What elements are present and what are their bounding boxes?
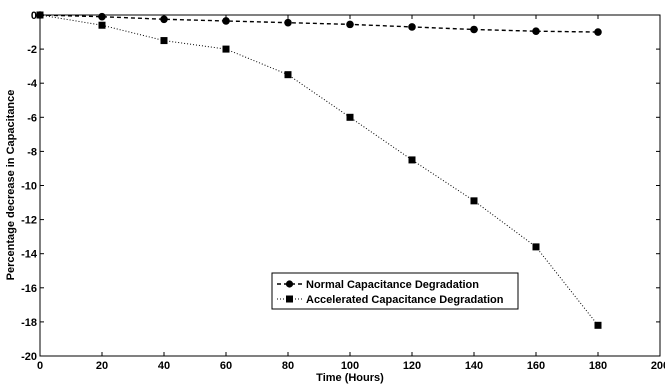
y-tick-label: -2 [27,44,37,56]
y-tick-label: -8 [27,146,37,158]
y-axis: 0 -2 -4 -6 -8 -10 -12 -14 -16 -18 -20 [21,10,660,363]
x-tick-label: 60 [220,360,232,372]
data-point [594,28,602,36]
legend-marker-normal [285,280,294,288]
y-tick-label: -12 [21,215,37,227]
legend-label-normal: Normal Capacitance Degradation [306,279,479,291]
y-tick-label: 0 [31,10,37,22]
data-point [36,11,44,19]
x-tick-label: 80 [282,360,294,372]
y-tick-label: -10 [21,181,37,193]
series-line-0 [39,14,599,33]
y-tick-label: -16 [21,283,37,295]
data-point [160,37,168,45]
x-tick-label: 100 [341,360,359,372]
legend-box [271,272,519,310]
data-point [532,243,540,251]
data-point [98,12,106,21]
y-tick-label: -6 [27,112,37,124]
data-point [470,197,478,205]
legend-marker-accelerated [286,295,293,303]
series-line-1 [39,14,599,326]
x-axis: 0 20 40 60 80 100 120 140 160 180 200 [37,15,665,372]
x-tick-label: 180 [589,360,607,372]
data-point [160,15,168,24]
data-point [222,45,230,53]
data-point [98,21,106,29]
legend-label-accelerated: Accelerated Capacitance Degradation [306,294,504,306]
series-layer [36,11,602,329]
x-tick-label: 120 [403,360,421,372]
data-point [532,27,540,35]
x-tick-label: 200 [651,360,665,372]
data-point [346,20,354,29]
data-point [408,156,416,164]
data-point [470,25,478,34]
x-tick-label: 160 [527,360,545,372]
data-point [346,113,354,121]
y-tick-label: -4 [27,78,38,90]
data-point [284,71,292,79]
x-tick-label: 0 [37,360,43,372]
x-axis-label: Time (Hours) [316,372,384,384]
data-point [284,18,292,27]
x-tick-label: 140 [465,360,483,372]
legend: Normal Capacitance Degradation Accelerat… [271,272,519,310]
y-tick-label: -18 [21,317,37,329]
y-axis-label: Percentage decrease in Capacitance [5,90,17,281]
x-tick-label: 40 [158,360,170,372]
data-point [594,321,602,329]
y-tick-label: -14 [21,249,38,261]
y-tick-label: -20 [21,351,37,363]
x-tick-label: 20 [96,360,108,372]
data-point [222,17,230,25]
data-point [408,23,416,31]
